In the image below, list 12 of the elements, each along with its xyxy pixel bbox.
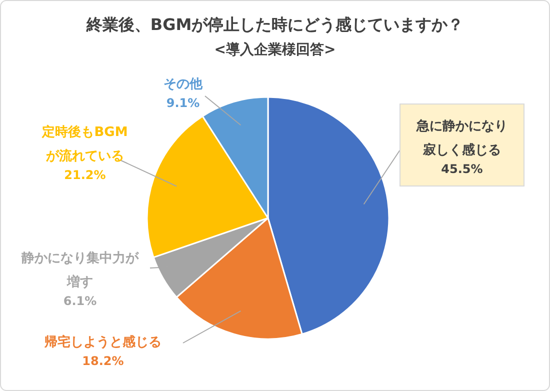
data-label: 18.2% xyxy=(82,354,124,368)
data-label: 21.2% xyxy=(64,168,106,182)
slice-label: その他 xyxy=(164,77,204,92)
data-label: 6.1% xyxy=(63,294,97,308)
data-label: 9.1% xyxy=(166,96,200,110)
slice-label: 帰宅しようと感じる xyxy=(44,334,162,350)
slice-label: 急に静かになり寂しく感じる xyxy=(416,119,508,158)
data-label: 45.5% xyxy=(441,162,483,176)
slice-label: 定時後もBGMが流れている xyxy=(41,124,128,164)
chart-title: 終業後、BGMが停止した時にどう感じていますか？ xyxy=(85,15,464,34)
slice-label: 静かになり集中力が増す xyxy=(20,251,140,290)
chart-subtitle: <導入企業様回答> xyxy=(214,41,336,58)
